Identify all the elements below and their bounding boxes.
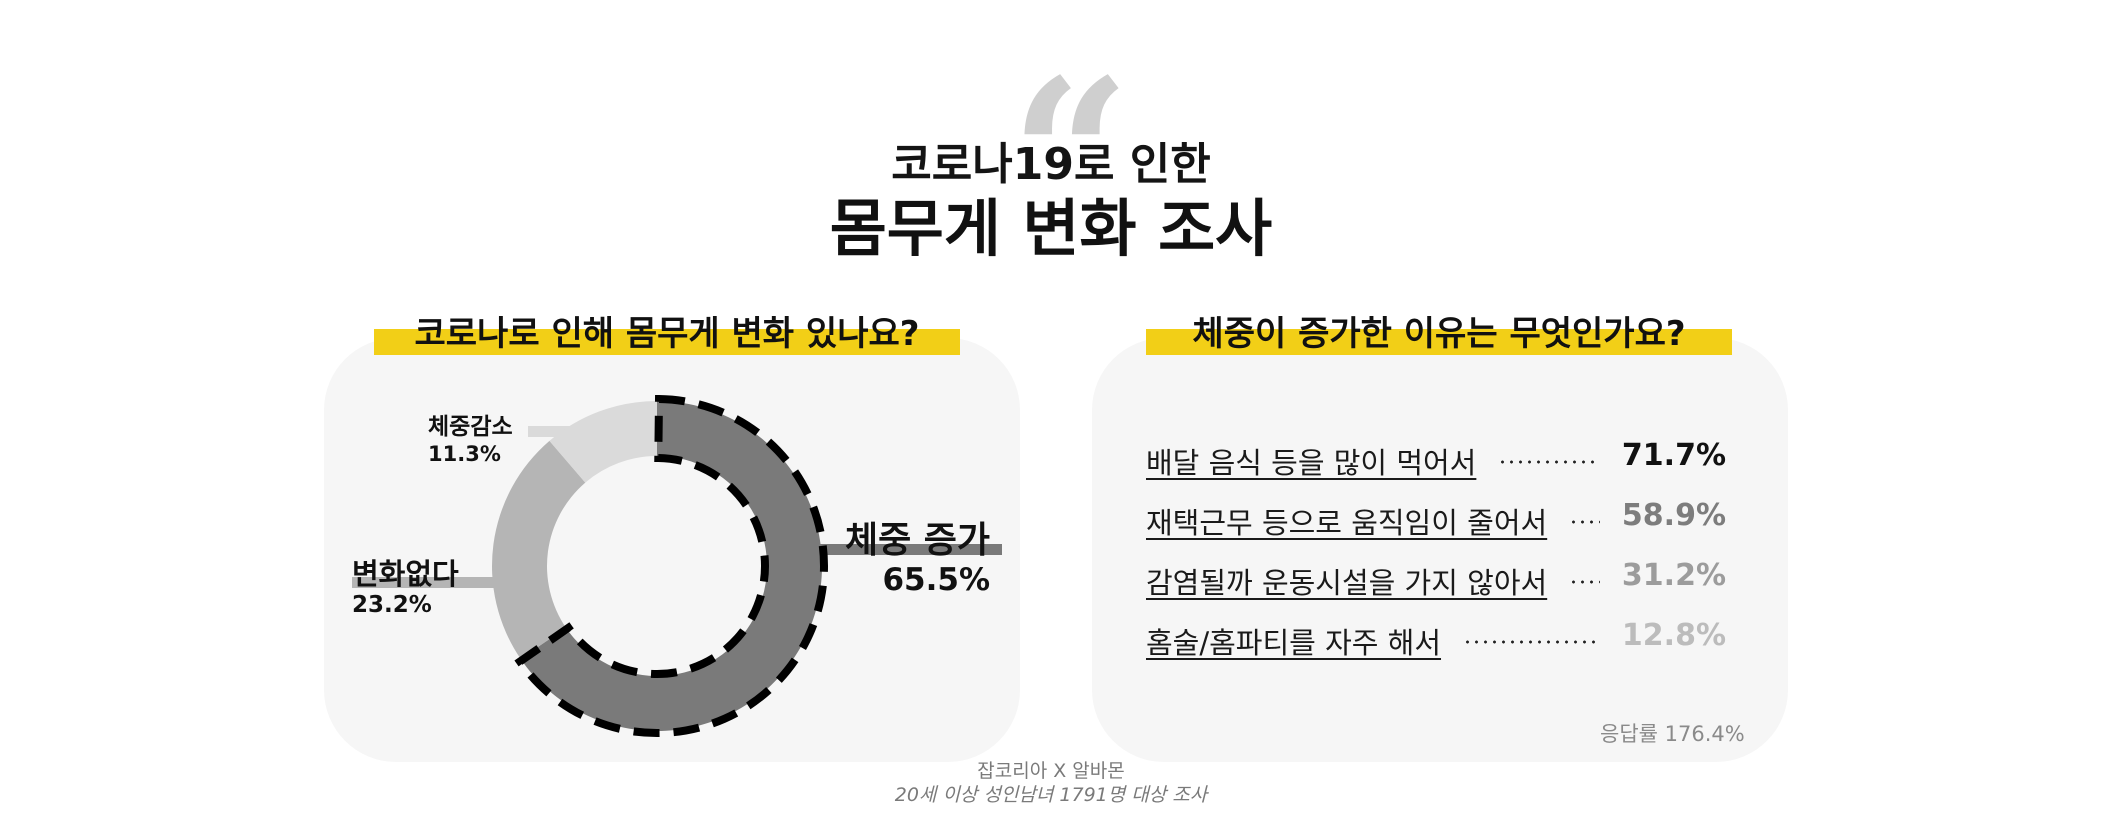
sample-text: 20세 이상 성인남녀 1791명 대상 조사: [894, 784, 1208, 806]
heading-highlight: [1146, 329, 1732, 355]
reason-row: 홈술/홈파티를 자주 해서 12.8%: [1146, 618, 1726, 664]
leader-dots: [1569, 519, 1600, 525]
heading-highlight: [374, 329, 960, 355]
leader-bar: [352, 577, 502, 588]
leader-dots: [1498, 459, 1600, 465]
slice-label: 체중 증가: [845, 520, 990, 561]
donut-slice: [520, 401, 822, 731]
slice-value: 11.3%: [428, 442, 501, 466]
page-title-line2: 몸무게 변화 조사: [829, 192, 1273, 265]
quote-mark-icon: “: [1010, 33, 1131, 280]
weight-change-heading-text: 코로나로 인해 몸무게 변화 있나요?: [414, 314, 920, 354]
leader-dots: [1463, 639, 1600, 645]
reason-value: 71.7%: [1621, 438, 1726, 473]
slice-label: 체중감소: [428, 414, 513, 440]
leader-dots: [1569, 579, 1600, 585]
reason-value: 31.2%: [1621, 558, 1726, 593]
reasons-heading-text: 체중이 증가한 이유는 무엇인가요?: [1192, 314, 1686, 354]
reason-value: 12.8%: [1621, 618, 1726, 653]
highlight-outline: [514, 394, 828, 737]
leader-bar: [528, 426, 578, 437]
donut-slice: [492, 440, 586, 659]
donut-slice: [549, 401, 657, 483]
reason-value: 58.9%: [1621, 498, 1726, 533]
reason-row: 재택근무 등으로 움직임이 줄어서 58.9%: [1146, 498, 1726, 544]
reason-row: 배달 음식 등을 많이 먹어서 71.7%: [1146, 438, 1726, 484]
source-text: 잡코리아 X 알바몬: [977, 760, 1125, 782]
leader-bar: [810, 544, 1002, 555]
slice-value: 65.5%: [882, 562, 990, 598]
reason-label: 홈술/홈파티를 자주 해서: [1146, 626, 1442, 660]
page-title-line1: 코로나19로 인한: [891, 139, 1211, 190]
reasons-heading: 체중이 증가한 이유는 무엇인가요?: [1146, 310, 1732, 358]
reason-label: 배달 음식 등을 많이 먹어서: [1146, 446, 1477, 480]
reason-label: 감염될까 운동시설을 가지 않아서: [1146, 566, 1548, 600]
response-rate-note: 응답률 176.4%: [1600, 722, 1745, 746]
slice-value: 23.2%: [352, 592, 432, 618]
reasons-panel: [1092, 338, 1788, 762]
reason-row: 감염될까 운동시설을 가지 않아서 31.2%: [1146, 558, 1726, 604]
weight-change-heading: 코로나로 인해 몸무게 변화 있나요?: [374, 310, 960, 358]
slice-label: 변화없다: [352, 557, 459, 591]
reason-label: 재택근무 등으로 움직임이 줄어서: [1146, 506, 1548, 540]
